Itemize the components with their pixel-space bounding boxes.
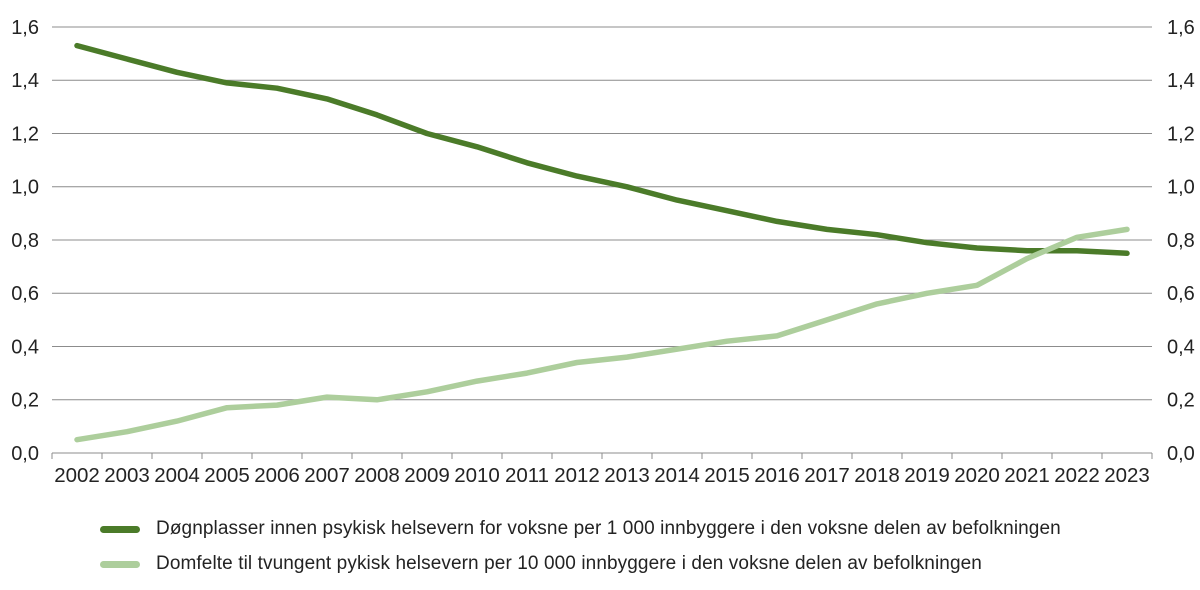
- y-axis-label-right: 0,8: [1167, 230, 1195, 252]
- y-axis-label-right: 0,4: [1167, 336, 1195, 358]
- y-axis-label-right: 1,4: [1167, 70, 1195, 92]
- y-axis-label-right: 1,6: [1167, 17, 1195, 39]
- y-axis-label-right: 1,0: [1167, 177, 1195, 199]
- y-axis-label-left: 1,6: [11, 17, 39, 39]
- y-axis-label-left: 0,6: [11, 283, 39, 305]
- x-axis-label: 2016: [754, 464, 800, 487]
- chart-plot-area: 0,0 0,0 0,2 0,2 0,4 0,4 0,6 0,6 0,8 0,8 1,0 1,0 1,2 1…: [11, 17, 1195, 487]
- x-axis-label: 2014: [654, 464, 700, 487]
- x-axis-label: 2004: [154, 464, 200, 487]
- chart-svg: 0,0 0,0 0,2 0,2 0,4 0,4 0,6 0,6 0,8 0,8 1,0 1,0 1,2 1…: [11, 17, 1195, 487]
- y-axis-label-left: 0,8: [11, 230, 39, 252]
- legend-label-dognplasser: Døgnplasser innen psykisk helsevern for …: [156, 518, 1061, 539]
- y-axis-label-right: 0,0: [1167, 443, 1195, 465]
- y-axis-label-left: 1,0: [11, 177, 39, 199]
- chart-legend: Døgnplasser innen psykisk helsevern for …: [100, 516, 1061, 577]
- legend-item-dognplasser: Døgnplasser innen psykisk helsevern for …: [100, 516, 1061, 542]
- y-axis-label-left: 0,2: [11, 390, 39, 412]
- x-axis-label: 2015: [704, 464, 750, 487]
- y-axis-label-left: 0,0: [11, 443, 39, 465]
- x-axis-label: 2003: [104, 464, 150, 487]
- legend-line-swatch-dark-green: [100, 525, 140, 533]
- x-axis-label: 2017: [804, 464, 850, 487]
- x-axis-label: 2018: [854, 464, 900, 487]
- x-axis-label: 2013: [604, 464, 650, 487]
- legend-line-swatch-light-green: [100, 560, 140, 568]
- x-axis-label: 2002: [54, 464, 100, 487]
- x-axis-label: 2009: [404, 464, 450, 487]
- x-axis-label: 2012: [554, 464, 600, 487]
- x-axis-label: 2021: [1004, 464, 1050, 487]
- x-axis-label: 2020: [954, 464, 1000, 487]
- y-axis-label-left: 1,2: [11, 123, 39, 145]
- x-axis-label: 2005: [204, 464, 250, 487]
- x-axis-label: 2022: [1054, 464, 1100, 487]
- x-axis-label: 2006: [254, 464, 300, 487]
- y-axis-label-left: 0,4: [11, 336, 39, 358]
- y-axis-label-left: 1,4: [11, 70, 39, 92]
- y-axis-label-right: 0,6: [1167, 283, 1195, 305]
- series-line-0: [74, 42, 1130, 257]
- x-axis-label: 2008: [354, 464, 400, 487]
- legend-item-domfelte: Domfelte til tvungent pykisk helsevern p…: [100, 551, 1061, 577]
- x-axis-label: 2007: [304, 464, 350, 487]
- x-axis-label: 2011: [505, 464, 549, 487]
- series-line-1: [74, 226, 1130, 443]
- legend-label-domfelte: Domfelte til tvungent pykisk helsevern p…: [156, 553, 982, 574]
- x-axis-label: 2019: [904, 464, 950, 487]
- x-axis-label: 2010: [454, 464, 500, 487]
- y-axis-label-right: 1,2: [1167, 123, 1195, 145]
- y-axis-label-right: 0,2: [1167, 390, 1195, 412]
- x-axis-label: 2023: [1104, 464, 1150, 487]
